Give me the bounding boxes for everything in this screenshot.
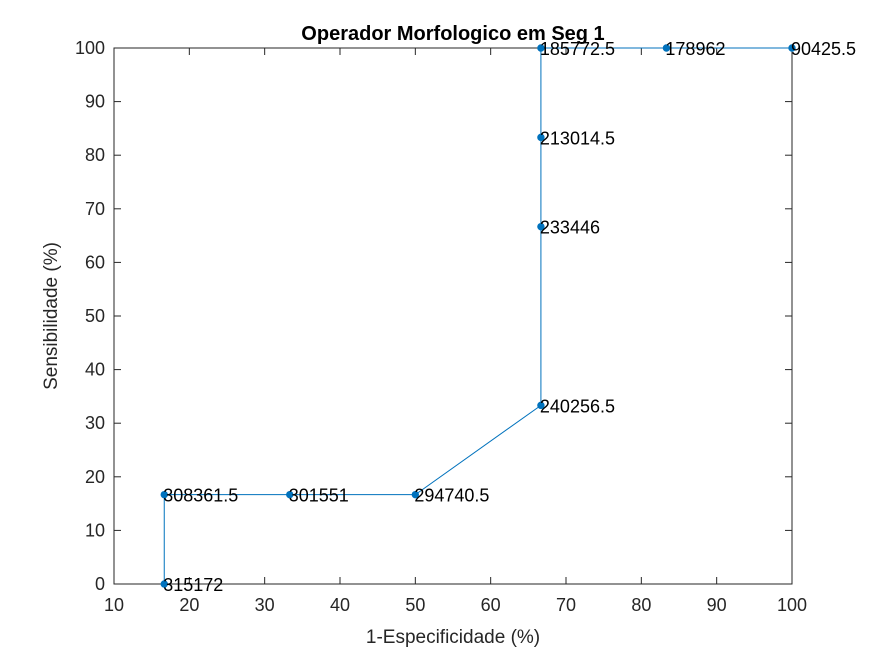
data-point — [411, 490, 420, 499]
data-point-label: 301551 — [289, 486, 349, 506]
y-tick-label: 0 — [95, 574, 105, 594]
data-point-label: 308361.5 — [163, 486, 238, 506]
x-tick-label: 100 — [777, 595, 807, 615]
data-labels: 315172 308361.5 301551 294740.5 240256.5 2334… — [163, 39, 856, 595]
x-tick-label: 90 — [707, 595, 727, 615]
chart-title: Operador Morfologico em Seg 1 — [301, 23, 604, 45]
x-axis-ticks: 10 20 30 40 50 60 70 80 90 100 — [104, 48, 807, 615]
y-tick-label: 60 — [85, 252, 105, 272]
x-tick-label: 30 — [255, 595, 275, 615]
x-tick-label: 50 — [405, 595, 425, 615]
y-tick-label: 80 — [85, 145, 105, 165]
y-tick-label: 30 — [85, 413, 105, 433]
x-axis-label: 1-Especificidade (%) — [366, 627, 540, 648]
y-tick-label: 40 — [85, 360, 105, 380]
data-point — [160, 490, 168, 499]
y-tick-label: 20 — [85, 467, 105, 487]
y-axis-ticks: 0 10 20 30 40 50 60 70 80 90 100 — [75, 38, 792, 594]
y-tick-label: 70 — [85, 199, 105, 219]
x-tick-label: 10 — [104, 595, 124, 615]
y-tick-label: 90 — [85, 92, 105, 112]
x-tick-label: 80 — [631, 595, 651, 615]
data-point — [537, 401, 545, 410]
data-point — [537, 44, 545, 52]
data-point-label: 213014.5 — [540, 128, 615, 148]
data-point — [160, 580, 168, 588]
x-tick-label: 70 — [556, 595, 576, 615]
x-tick-label: 40 — [330, 595, 350, 615]
data-point-label: 315172 — [163, 575, 223, 595]
data-point — [286, 490, 294, 499]
y-tick-label: 10 — [85, 520, 105, 540]
data-point-label: 233446 — [540, 218, 600, 238]
data-point — [537, 222, 545, 231]
series-layer — [160, 44, 796, 588]
x-tick-label: 20 — [179, 595, 199, 615]
data-point-label: 240256.5 — [540, 396, 615, 416]
data-point-label: 178962 — [665, 39, 725, 59]
y-axis-label: Sensibilidade (%) — [41, 242, 62, 390]
series-line — [163, 47, 792, 584]
data-point-label: 294740.5 — [414, 486, 489, 506]
data-point — [788, 44, 796, 52]
y-tick-label: 100 — [75, 38, 105, 58]
y-tick-label: 50 — [85, 306, 105, 326]
data-point — [537, 133, 545, 142]
x-tick-label: 60 — [481, 595, 501, 615]
data-point — [662, 44, 671, 52]
data-point-label: 90425.5 — [791, 39, 856, 59]
data-point-label: 185772.5 — [540, 39, 615, 59]
